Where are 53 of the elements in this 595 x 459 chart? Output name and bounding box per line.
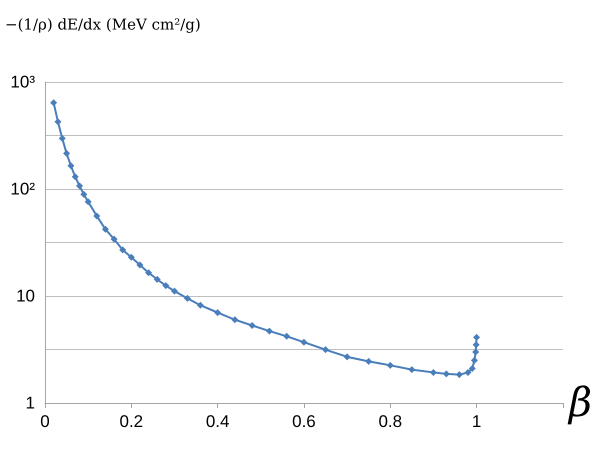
point: [110, 236, 118, 243]
y-tick-label: 1: [26, 394, 35, 412]
x-tick-label: 1: [472, 412, 482, 431]
point: [344, 353, 351, 360]
y-axis-title: −(1/ρ) dE/dx (MeV cm²/g): [5, 16, 201, 34]
point: [468, 365, 476, 372]
y-tick-label: 10²: [10, 180, 36, 198]
point: [231, 316, 238, 324]
point: [266, 328, 273, 335]
x-tick-label: 0.6: [292, 412, 316, 431]
y-tick-label: 10: [16, 286, 35, 306]
point: [365, 358, 372, 365]
x-tick-label: 0: [40, 412, 50, 431]
point: [80, 190, 88, 198]
point: [50, 99, 58, 106]
point: [408, 366, 416, 374]
point: [76, 182, 84, 190]
point: [248, 322, 256, 330]
point: [72, 173, 79, 180]
x-tick-label: 0.4: [206, 412, 230, 431]
point: [102, 226, 109, 233]
point: [54, 118, 62, 126]
point: [472, 348, 480, 356]
point: [386, 362, 394, 369]
point: [63, 150, 70, 157]
point: [472, 341, 480, 348]
point: [473, 334, 480, 341]
point: [170, 288, 178, 295]
point: [464, 368, 472, 376]
point: [322, 346, 330, 354]
point: [93, 212, 100, 220]
point: [84, 198, 92, 206]
x-tick-label: 0.8: [378, 412, 402, 431]
y-tick-label: 10³: [10, 72, 36, 92]
point: [162, 282, 170, 290]
point: [128, 254, 135, 261]
x-tick-label: 0.2: [119, 412, 144, 431]
point: [470, 356, 478, 364]
point: [214, 309, 222, 316]
point: [300, 338, 308, 346]
point: [196, 302, 204, 309]
point: [430, 368, 437, 376]
point: [154, 276, 161, 283]
x-axis-title: β: [566, 380, 592, 426]
point: [58, 134, 66, 142]
point: [442, 370, 450, 378]
point: [67, 162, 74, 170]
point: [184, 294, 191, 302]
point: [119, 246, 126, 254]
point: [136, 261, 144, 268]
point: [145, 269, 152, 276]
point: [456, 371, 463, 378]
point: [283, 332, 290, 340]
